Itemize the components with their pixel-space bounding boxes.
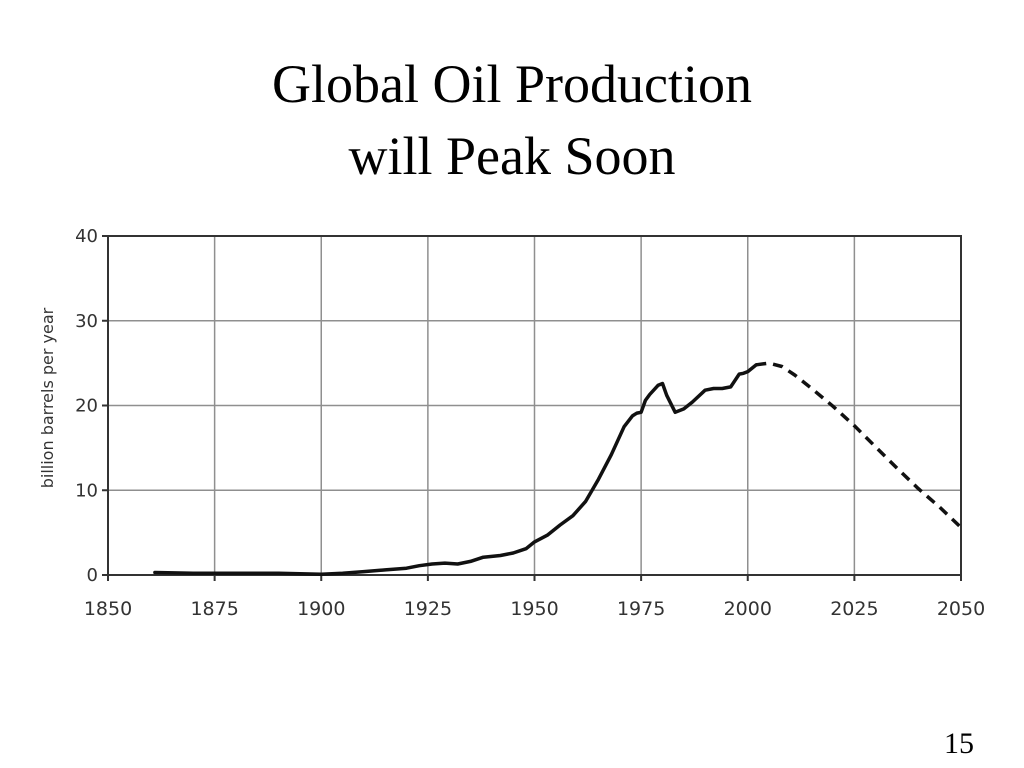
- x-axis-tick-labels: 1850 1875 1900 1925 1950 1975 2000 2025 2050: [84, 598, 985, 620]
- y-axis-tick-labels: 0 10 20 30 40: [75, 226, 98, 586]
- y-tick-label: 10: [75, 480, 98, 501]
- x-tick-label: 1975: [617, 598, 665, 620]
- y-tick-label: 30: [75, 311, 98, 332]
- axis-ticks: [102, 235, 962, 581]
- y-tick-label: 40: [75, 226, 98, 247]
- y-tick-label: 20: [75, 396, 98, 417]
- slide-title-line-2: will Peak Soon: [348, 126, 676, 186]
- x-tick-label: 2025: [830, 598, 878, 620]
- x-tick-label: 1925: [404, 598, 452, 620]
- slide-title-line-1: Global Oil Production: [272, 54, 752, 114]
- slide-title: Global Oil Production will Peak Soon: [0, 48, 1024, 192]
- x-tick-label: 2050: [937, 598, 985, 620]
- x-tick-label: 1850: [84, 598, 132, 620]
- x-tick-label: 1900: [297, 598, 345, 620]
- page-number: 15: [944, 727, 974, 760]
- y-tick-label: 0: [87, 565, 98, 586]
- series-line-projected: [756, 361, 963, 529]
- series-lines: [153, 361, 963, 576]
- x-tick-label: 1950: [510, 598, 558, 620]
- series-line-historical: [153, 363, 759, 576]
- y-axis-label: billion barrels per year: [38, 307, 57, 488]
- x-tick-label: 2000: [724, 598, 772, 620]
- x-tick-label: 1875: [190, 598, 238, 620]
